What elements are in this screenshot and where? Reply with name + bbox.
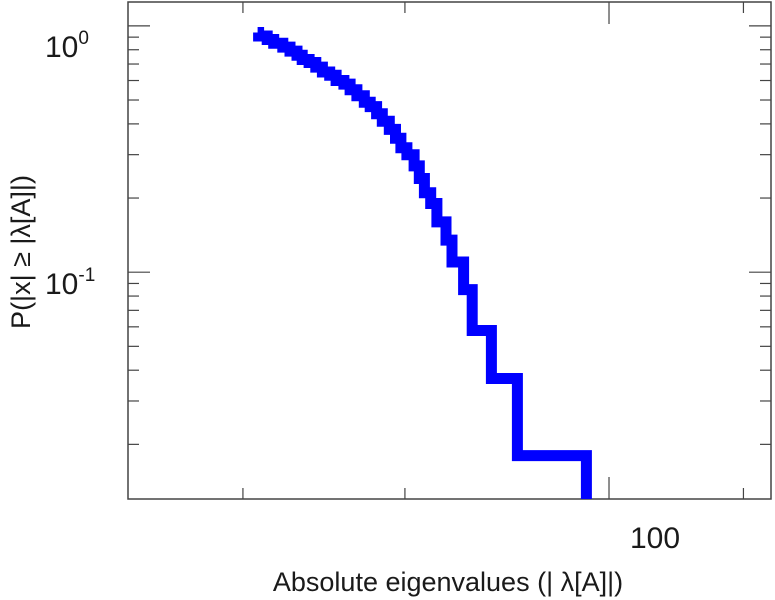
- y-axis-label: P(|x| ≥ |λ[A]|): [6, 175, 36, 329]
- x-axis-label: Absolute eigenvalues (| λ[A]|): [273, 567, 623, 597]
- data-series-line: [253, 27, 592, 499]
- y-tick-label-1: 100: [45, 28, 89, 64]
- y-tick-label-0.1-exponent: -1: [78, 265, 95, 286]
- y-tick-label-0.1: 10-1: [45, 265, 95, 301]
- x-tick-label-100: 100: [630, 522, 680, 555]
- axis-ticks: [128, 2, 771, 499]
- y-tick-label-1-base: 10: [45, 31, 78, 64]
- plot-frame: [127, 1, 772, 500]
- y-tick-label-1-exponent: 0: [78, 28, 89, 49]
- y-tick-label-0.1-base: 10: [45, 268, 78, 301]
